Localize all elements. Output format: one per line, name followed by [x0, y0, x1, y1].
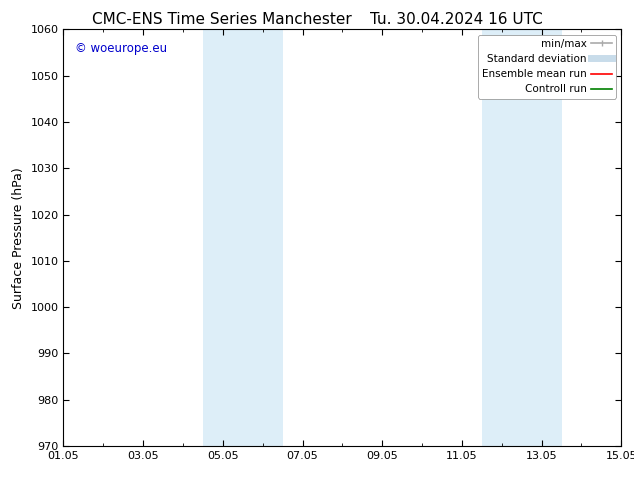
Text: CMC-ENS Time Series Manchester: CMC-ENS Time Series Manchester [92, 12, 352, 27]
Text: © woeurope.eu: © woeurope.eu [75, 42, 167, 55]
Y-axis label: Surface Pressure (hPa): Surface Pressure (hPa) [12, 167, 25, 309]
Bar [203, 29, 283, 446]
Bar [482, 29, 562, 446]
Legend: min/max, Standard deviation, Ensemble mean run, Controll run: min/max, Standard deviation, Ensemble me… [478, 35, 616, 98]
Text: Tu. 30.04.2024 16 UTC: Tu. 30.04.2024 16 UTC [370, 12, 543, 27]
